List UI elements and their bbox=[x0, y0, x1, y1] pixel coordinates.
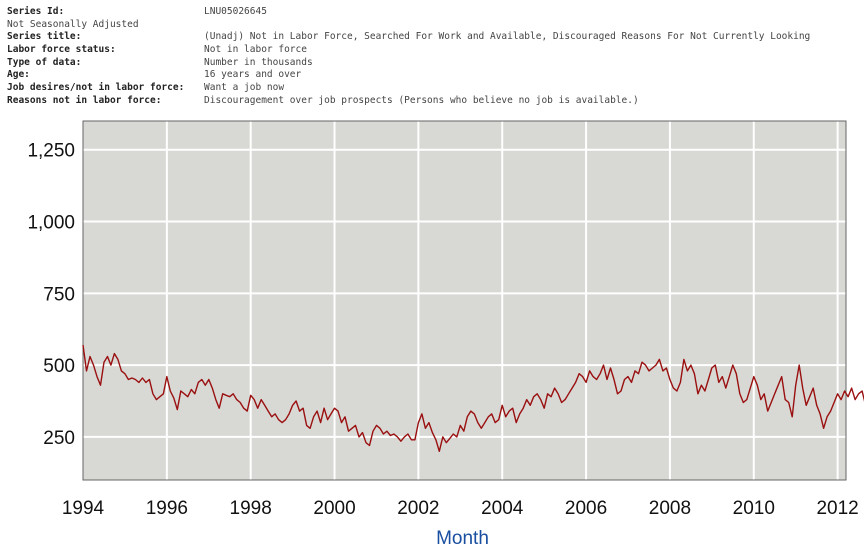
meta-row-series-title: Series title: (Unadj) Not in Labor Force… bbox=[7, 31, 810, 44]
meta-row-adjustment: Not Seasonally Adjusted bbox=[7, 19, 139, 32]
meta-label-job-desires: Job desires/not in labor force: bbox=[7, 82, 185, 94]
meta-label-series-title: Series title: bbox=[7, 31, 82, 43]
meta-value-age: 16 years and over bbox=[204, 69, 302, 81]
meta-adjustment: Not Seasonally Adjusted bbox=[7, 18, 139, 30]
x-tick-label: 2010 bbox=[733, 498, 775, 519]
x-axis-ticks: 1994 1996 1998 2000 2002 2004 2006 2008 2010 2012 bbox=[62, 498, 859, 519]
x-tick-label: 2000 bbox=[313, 498, 355, 519]
x-tick-label: 2004 bbox=[481, 498, 524, 519]
x-tick-label: 2008 bbox=[649, 498, 691, 519]
x-tick-label: 2012 bbox=[816, 498, 858, 519]
meta-label-labor-force-status: Labor force status: bbox=[7, 44, 116, 56]
meta-row-labor-force-status: Labor force status: Not in labor force bbox=[7, 44, 307, 57]
x-tick-label: 1994 bbox=[62, 498, 105, 519]
x-tick-label: 1996 bbox=[146, 498, 188, 519]
meta-row-age: Age: 16 years and over bbox=[7, 69, 301, 82]
y-axis-ticks: 250 500 750 1,000 1,250 bbox=[27, 141, 75, 449]
x-axis-title: Month bbox=[436, 528, 489, 549]
meta-row-type-of-data: Type of data: Number in thousands bbox=[7, 56, 313, 70]
meta-value-type-of-data: Number in thousands bbox=[204, 56, 313, 68]
meta-value-reasons: Discouragement over job prospects (Perso… bbox=[204, 94, 639, 106]
meta-value-series-id: LNU05026645 bbox=[204, 6, 267, 17]
meta-label-reasons: Reasons not in labor force: bbox=[7, 94, 162, 106]
series-line bbox=[82, 344, 864, 452]
x-tick-label: 1998 bbox=[230, 498, 272, 519]
x-tick-label: 2006 bbox=[565, 498, 607, 519]
vertical-gridlines bbox=[165, 121, 839, 480]
series-metadata: Series Id: LNU05026645 Not Seasonally Ad… bbox=[7, 6, 810, 108]
y-tick-label: 250 bbox=[43, 428, 75, 449]
meta-row-series-id: Series Id: LNU05026645 bbox=[7, 6, 267, 19]
meta-label-type-of-data: Type of data: bbox=[7, 56, 82, 68]
y-tick-label: 1,000 bbox=[27, 213, 75, 234]
meta-row-job-desires: Job desires/not in labor force: Want a j… bbox=[7, 82, 284, 95]
y-tick-label: 500 bbox=[43, 356, 75, 377]
meta-value-labor-force-status: Not in labor force bbox=[204, 44, 307, 56]
y-tick-label: 1,250 bbox=[27, 141, 75, 162]
plot-frame bbox=[82, 120, 847, 481]
plot-area bbox=[83, 121, 846, 480]
meta-label-series-id: Series Id: bbox=[7, 6, 65, 17]
meta-label-age: Age: bbox=[7, 69, 30, 81]
y-tick-label: 750 bbox=[43, 284, 75, 305]
meta-value-job-desires: Want a job now bbox=[204, 82, 285, 94]
meta-value-series-title: (Unadj) Not in Labor Force, Searched For… bbox=[204, 31, 811, 43]
horizontal-gridlines bbox=[83, 148, 846, 438]
x-tick-label: 2002 bbox=[397, 498, 439, 519]
meta-row-reasons: Reasons not in labor force: Discourageme… bbox=[7, 95, 639, 108]
